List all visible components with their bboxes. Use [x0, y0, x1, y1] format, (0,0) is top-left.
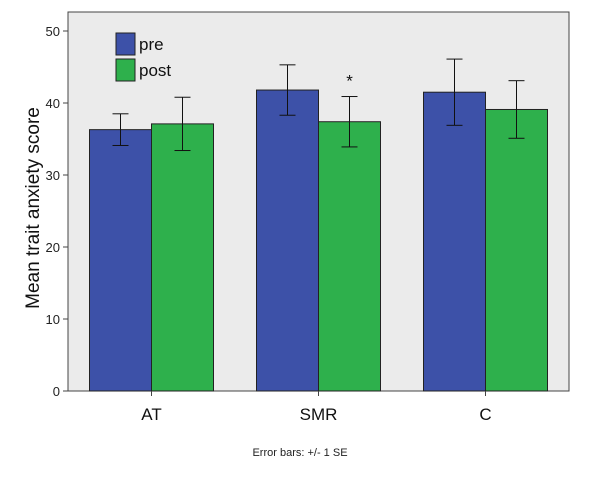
bars — [89, 89, 548, 392]
y-tick-label: 20 — [46, 240, 60, 255]
y-axis: 0 10 20 30 40 50 — [46, 24, 68, 399]
error-bars — [112, 58, 525, 152]
bar-pre-c — [423, 91, 486, 392]
bar-pre-smr — [256, 89, 319, 392]
bar-post-smr — [318, 121, 381, 392]
bar-post-at — [151, 123, 214, 392]
y-tick-label: 50 — [46, 24, 60, 39]
footnote: Error bars: +/- 1 SE — [252, 447, 347, 459]
x-tick-label: SMR — [300, 405, 338, 424]
y-tick-label: 30 — [46, 168, 60, 183]
bar-post-c — [485, 108, 548, 392]
legend-label-post: post — [139, 61, 171, 80]
x-tick-label: C — [479, 405, 491, 424]
significance-annotation: * — [346, 72, 353, 91]
x-tick-label: AT — [141, 405, 161, 424]
legend-swatch-pre — [115, 32, 136, 56]
y-axis-label: Mean trait anxiety score — [23, 107, 44, 309]
legend: pre post — [115, 32, 171, 82]
y-tick-label: 10 — [46, 312, 60, 327]
bar-pre-at — [89, 129, 152, 392]
legend-swatch-post — [115, 58, 136, 82]
y-tick-label: 0 — [53, 384, 60, 399]
legend-label-pre: pre — [139, 35, 164, 54]
x-axis: AT SMR C — [141, 391, 492, 424]
y-tick-label: 40 — [46, 96, 60, 111]
